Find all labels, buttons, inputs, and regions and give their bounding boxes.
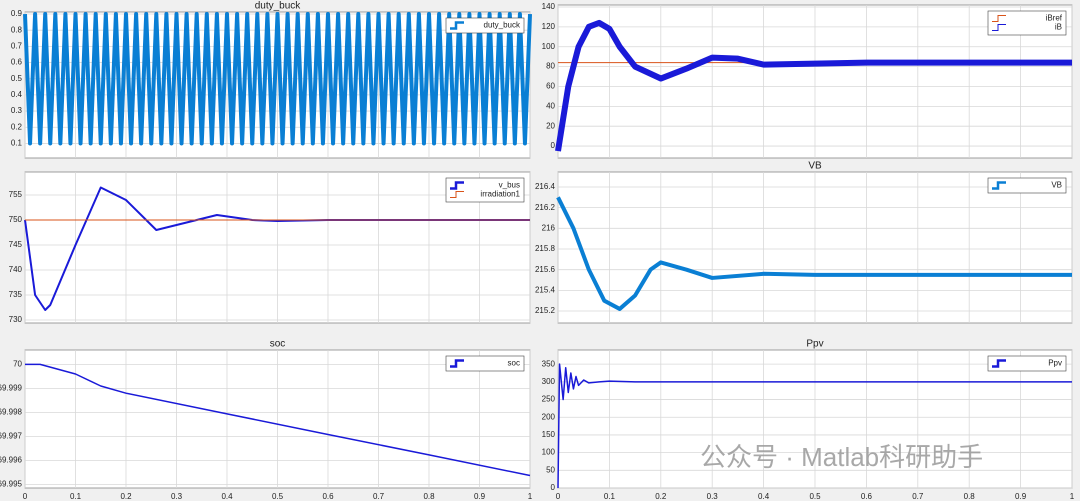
x-tick-label: 0.9	[474, 492, 486, 501]
legend-label: iB	[1055, 23, 1062, 32]
legend-box	[445, 355, 525, 372]
y-tick-label: 740	[9, 265, 23, 274]
x-tick-label: 0.5	[272, 492, 284, 501]
y-tick-label: 735	[9, 290, 23, 299]
legend-label: Ppv	[1048, 359, 1062, 368]
y-tick-label: 0.7	[11, 41, 23, 50]
legend-swatch	[450, 191, 464, 198]
x-tick-label: 0	[556, 492, 561, 501]
legend-swatch	[992, 15, 1006, 22]
legend-box	[987, 177, 1067, 194]
series-line	[557, 363, 1072, 489]
x-tick-label: 0.1	[70, 492, 82, 501]
y-tick-label: 0	[551, 483, 556, 492]
chart-title: soc	[270, 339, 286, 350]
y-tick-label: 69.996	[0, 456, 23, 465]
y-tick-label: 0.6	[11, 58, 23, 67]
x-tick-label: 0.2	[655, 492, 667, 501]
legend-label: v_bus	[499, 181, 520, 190]
chart-title: Ppv	[806, 339, 823, 350]
y-tick-label: 216	[542, 223, 556, 232]
y-tick-label: 50	[546, 465, 555, 474]
y-tick-label: 40	[546, 101, 555, 110]
y-tick-label: 120	[542, 22, 556, 31]
y-tick-label: 216.2	[535, 203, 556, 212]
y-tick-label: 140	[542, 2, 556, 11]
x-tick-label: 0.3	[171, 492, 183, 501]
y-tick-label: 215.8	[535, 244, 556, 253]
y-tick-label: 300	[542, 377, 556, 386]
legend-swatch	[992, 359, 1006, 368]
watermark: 公众号 · Matlab科研助手	[700, 442, 983, 472]
x-tick-label: 0.9	[1015, 492, 1027, 501]
legend-swatch	[450, 21, 464, 30]
legend-swatch	[992, 181, 1006, 190]
y-tick-label: 0	[551, 141, 556, 150]
x-tick-label: 1	[528, 492, 533, 501]
legend-label: irradiation1	[480, 190, 520, 199]
y-tick-label: 0.9	[11, 9, 23, 18]
y-tick-label: 216.4	[535, 182, 556, 191]
chart-title: duty_buck	[255, 1, 302, 12]
y-tick-label: 100	[542, 42, 556, 51]
x-tick-label: 1	[1070, 492, 1075, 501]
y-tick-label: 150	[542, 430, 556, 439]
x-tick-label: 0.1	[604, 492, 616, 501]
x-tick-label: 0.8	[964, 492, 976, 501]
x-tick-label: 0.6	[861, 492, 873, 501]
y-tick-label: 70	[13, 360, 22, 369]
y-tick-label: 0.5	[11, 74, 23, 83]
x-tick-label: 0	[23, 492, 28, 501]
y-tick-label: 0.4	[11, 90, 23, 99]
legend-box	[987, 355, 1067, 372]
x-tick-label: 0.6	[322, 492, 334, 501]
y-tick-label: 215.6	[535, 265, 556, 274]
y-tick-label: 745	[9, 240, 23, 249]
x-tick-label: 0.3	[707, 492, 719, 501]
y-tick-label: 750	[9, 215, 23, 224]
x-tick-label: 0.7	[373, 492, 385, 501]
y-tick-label: 250	[542, 395, 556, 404]
series-line	[556, 196, 1072, 311]
y-tick-label: 755	[9, 190, 23, 199]
y-tick-label: 80	[546, 62, 555, 71]
y-tick-label: 69.995	[0, 480, 23, 489]
y-tick-label: 60	[546, 82, 555, 91]
y-tick-label: 69.999	[0, 384, 23, 393]
x-tick-label: 0.2	[120, 492, 132, 501]
x-tick-label: 0.5	[809, 492, 821, 501]
legend-label: soc	[508, 359, 520, 368]
y-tick-label: 215.4	[535, 285, 556, 294]
y-tick-label: 350	[542, 359, 556, 368]
y-tick-label: 215.2	[535, 306, 556, 315]
y-tick-label: 20	[546, 121, 555, 130]
x-tick-label: 0.4	[758, 492, 770, 501]
x-tick-label: 0.8	[423, 492, 435, 501]
chart-title: VB	[808, 161, 822, 172]
legend-label: iBref	[1046, 14, 1063, 23]
y-tick-label: 0.3	[11, 106, 23, 115]
y-tick-label: 200	[542, 412, 556, 421]
series-line	[23, 12, 532, 146]
legend-label: duty_buck	[484, 21, 521, 30]
y-tick-label: 730	[9, 315, 23, 324]
legend-label: VB	[1051, 181, 1062, 190]
legend-swatch	[992, 24, 1006, 31]
x-tick-label: 0.4	[221, 492, 233, 501]
y-tick-label: 100	[542, 448, 556, 457]
y-tick-label: 0.8	[11, 25, 23, 34]
legend-swatch	[450, 359, 464, 368]
y-tick-label: 0.1	[11, 139, 23, 148]
y-tick-label: 69.997	[0, 432, 23, 441]
legend-box	[445, 17, 525, 34]
x-tick-label: 0.7	[912, 492, 924, 501]
y-tick-label: 69.998	[0, 408, 23, 417]
series-line	[555, 19, 1072, 152]
legend-swatch	[450, 181, 464, 190]
y-tick-label: 0.2	[11, 122, 23, 131]
series-line	[25, 363, 531, 477]
